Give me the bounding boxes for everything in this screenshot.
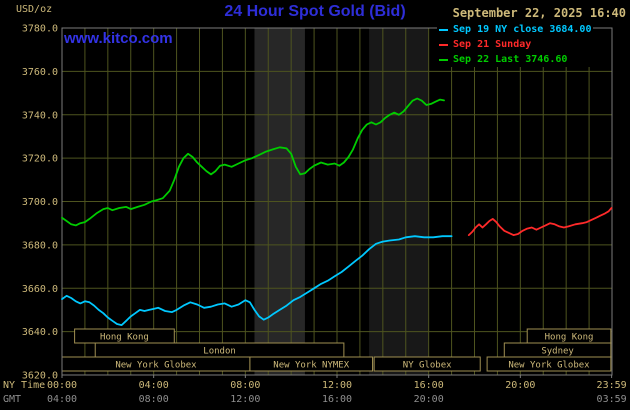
price-line-sep22 (61, 97, 445, 227)
x-tick-label-ny: 04:00 (139, 380, 169, 391)
unit-label: USD/oz (16, 4, 53, 15)
x-tick-label-gmt: 12:00 (230, 394, 260, 405)
y-tick-label: 3700.0 (22, 197, 58, 208)
price-line-sep19 (61, 235, 453, 327)
x-tick-label-gmt: 03:59 (597, 394, 627, 405)
x-tick-label-ny: 00:00 (47, 380, 77, 391)
legend-label: Sep 22 Last 3746.60 (453, 54, 568, 65)
legend-item: Sep 19 NY close 3684.00 (437, 22, 594, 37)
legend-label: Sep 21 Sunday (453, 39, 532, 50)
x-tick-label-ny: 16:00 (414, 380, 444, 391)
page-title: 24 Hour Spot Gold (Bid) (224, 3, 406, 20)
session-box (373, 356, 481, 372)
y-tick-label: 3620.0 (22, 371, 58, 382)
ny-time-axis-label: NY Time (3, 380, 45, 391)
kitco-link[interactable]: www.kitco.com (64, 30, 173, 47)
session-box (249, 356, 374, 372)
y-tick-label: 3680.0 (22, 240, 58, 251)
y-tick-label: 3760.0 (22, 67, 58, 78)
y-tick-label: 3640.0 (22, 327, 58, 338)
chart-datetime: September 22, 2025 16:40 (452, 6, 626, 20)
y-tick-label: 3780.0 (22, 24, 58, 35)
legend-item: Sep 21 Sunday (437, 37, 594, 52)
session-box (486, 356, 612, 372)
y-tick-label: 3660.0 (22, 284, 58, 295)
legend-dash-icon (439, 43, 448, 46)
x-tick-label-gmt: 08:00 (139, 394, 169, 405)
session-label: Hong Kong (100, 333, 149, 343)
x-tick-label-gmt: 16:00 (322, 394, 352, 405)
session-label: New York Globex (115, 361, 197, 371)
legend-dash-icon (439, 58, 448, 61)
session-label: Sydney (541, 347, 574, 357)
session-label: New York NYMEX (273, 361, 349, 371)
x-tick-label-ny: 08:00 (230, 380, 260, 391)
session-label: Hong Kong (545, 333, 594, 343)
price-line-sep21 (467, 207, 613, 237)
legend-dash-icon (439, 28, 448, 31)
x-tick-label-gmt: 20:00 (414, 394, 444, 405)
x-tick-label-ny: 12:00 (322, 380, 352, 391)
x-tick-label-gmt: 04:00 (47, 394, 77, 405)
y-tick-label: 3720.0 (22, 154, 58, 165)
session-label: NY Globex (403, 361, 452, 371)
y-tick-label: 3740.0 (22, 110, 58, 121)
legend-label: Sep 19 NY close 3684.00 (453, 24, 592, 35)
x-tick-label-ny: 20:00 (505, 380, 535, 391)
legend-item: Sep 22 Last 3746.60 (437, 52, 594, 67)
session-label: New York Globex (508, 361, 590, 371)
session-label: London (203, 347, 236, 357)
gmt-axis-label: GMT (3, 394, 21, 405)
legend: Sep 19 NY close 3684.00 Sep 21 Sunday Sep … (437, 22, 594, 67)
x-tick-label-ny: 23:59 (597, 380, 627, 391)
